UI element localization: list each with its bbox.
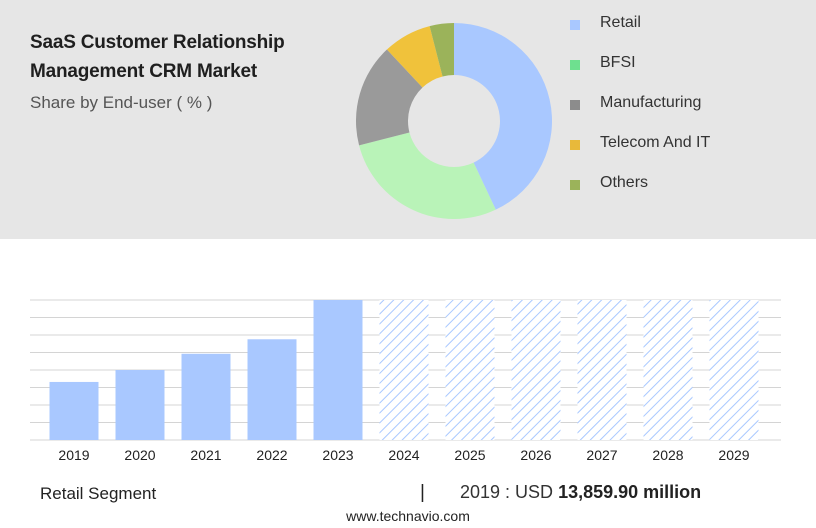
legend-label: Retail bbox=[600, 14, 641, 31]
forecast-bar-2026 bbox=[511, 300, 561, 440]
footer-segment-label: Retail Segment bbox=[40, 484, 157, 503]
forecast-bar-2028 bbox=[643, 300, 693, 440]
x-tick-label-2021: 2021 bbox=[190, 447, 221, 463]
x-tick-label-2027: 2027 bbox=[586, 447, 617, 463]
x-tick-label-2019: 2019 bbox=[58, 447, 89, 463]
legend-label: Others bbox=[600, 174, 649, 191]
x-tick-label-2020: 2020 bbox=[124, 447, 155, 463]
legend-swatch bbox=[570, 20, 580, 30]
forecast-bar-2025 bbox=[445, 300, 495, 440]
legend-label: Manufacturing bbox=[600, 94, 702, 111]
x-tick-label-2028: 2028 bbox=[652, 447, 683, 463]
bar-2020 bbox=[115, 370, 165, 440]
donut-slice-others bbox=[429, 23, 454, 77]
legend-swatch bbox=[570, 100, 580, 110]
source-url: www.technavio.com bbox=[346, 508, 470, 524]
legend-swatch bbox=[570, 140, 580, 150]
forecast-bar-2029 bbox=[709, 300, 759, 440]
chart-title-line-2: Management CRM Market bbox=[30, 61, 258, 82]
donut-chart bbox=[356, 23, 552, 220]
chart-title-line-1: SaaS Customer Relationship bbox=[30, 32, 285, 53]
chart-subtitle: Share by End-user ( % ) bbox=[30, 93, 213, 112]
x-tick-label-2026: 2026 bbox=[520, 447, 551, 463]
donut-slice-manufacturing bbox=[356, 49, 423, 146]
legend-swatch bbox=[570, 60, 580, 70]
donut-slice-bfsi bbox=[359, 132, 496, 220]
x-tick-label-2022: 2022 bbox=[256, 447, 287, 463]
footer-value: 13,859.90 million bbox=[558, 482, 702, 502]
bar-2022 bbox=[247, 339, 297, 440]
legend-swatch bbox=[570, 180, 580, 190]
donut-slice-retail bbox=[454, 23, 552, 210]
x-tick-label-2025: 2025 bbox=[454, 447, 485, 463]
footer-value-prefix: 2019 : USD bbox=[460, 482, 554, 502]
donut-slice-telecom-and-it bbox=[386, 26, 443, 88]
x-tick-label-2023: 2023 bbox=[322, 447, 353, 463]
footer-value-line: 2019 : USD 13,859.90 million bbox=[460, 482, 701, 503]
bar-2021 bbox=[181, 353, 231, 440]
x-tick-label-2024: 2024 bbox=[388, 447, 419, 463]
bar-2023 bbox=[313, 300, 363, 440]
forecast-bar-2024 bbox=[379, 300, 429, 440]
footer-divider: | bbox=[420, 482, 425, 503]
x-tick-label-2029: 2029 bbox=[718, 447, 749, 463]
bar-2019 bbox=[49, 381, 99, 440]
legend-label: BFSI bbox=[600, 54, 636, 71]
legend-label: Telecom And IT bbox=[600, 134, 711, 151]
forecast-bar-2027 bbox=[577, 300, 627, 440]
